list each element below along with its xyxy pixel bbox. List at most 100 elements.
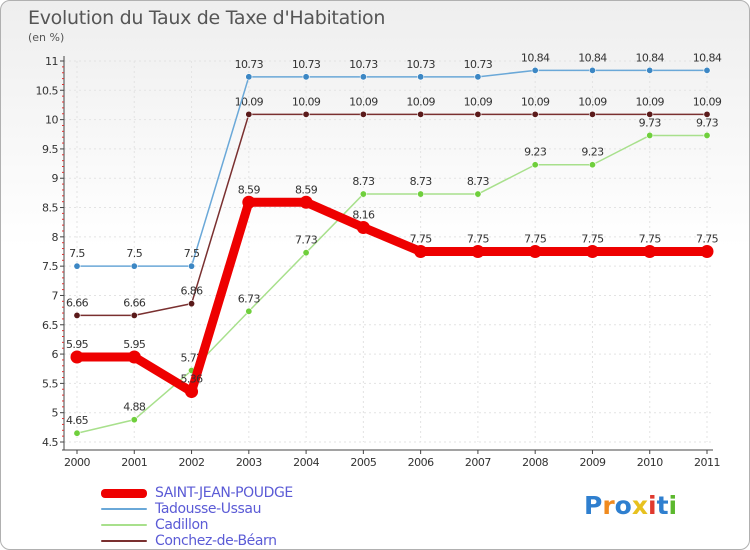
series-line bbox=[72, 197, 712, 397]
data-label: 7.5 bbox=[69, 247, 85, 260]
data-point bbox=[299, 195, 313, 209]
data-point bbox=[359, 73, 367, 81]
data-label: 8.73 bbox=[410, 175, 433, 188]
chart-legend: SAINT-JEAN-POUDGE Tadousse-Ussau Cadillo… bbox=[101, 485, 293, 549]
data-label: 10.09 bbox=[693, 95, 722, 108]
data-label: 4.65 bbox=[66, 414, 89, 427]
data-point bbox=[703, 131, 711, 139]
data-point bbox=[245, 73, 253, 81]
legend-item: Conchez-de-Béarn bbox=[101, 533, 293, 549]
data-point bbox=[703, 110, 711, 118]
data-label: 8.59 bbox=[238, 183, 261, 196]
data-label: 6.73 bbox=[238, 292, 261, 305]
x-tick-label: 2008 bbox=[522, 456, 548, 469]
data-label: 10.73 bbox=[235, 58, 264, 71]
data-label: 7.73 bbox=[295, 234, 318, 247]
data-point bbox=[585, 245, 599, 258]
data-point bbox=[73, 311, 81, 319]
chart-subtitle: (en %) bbox=[28, 31, 65, 44]
data-point bbox=[130, 262, 138, 270]
logo-letter: o bbox=[614, 491, 632, 520]
chart-title: Evolution du Taux de Taxe d'Habitation bbox=[28, 7, 386, 29]
data-point bbox=[646, 66, 654, 74]
data-point bbox=[531, 161, 539, 169]
data-label: 10.73 bbox=[406, 58, 435, 71]
x-tick-label: 2009 bbox=[579, 456, 605, 469]
series-line bbox=[76, 113, 708, 317]
data-point bbox=[245, 307, 253, 315]
data-point bbox=[185, 385, 199, 399]
data-point bbox=[474, 73, 482, 81]
data-point bbox=[188, 262, 196, 270]
data-label: 10.73 bbox=[292, 58, 321, 71]
y-tick-label: 9.5 bbox=[42, 143, 58, 156]
data-label: 10.09 bbox=[521, 95, 550, 108]
x-tick-label: 2006 bbox=[408, 456, 434, 469]
legend-label: SAINT-JEAN-POUDGE bbox=[155, 485, 293, 501]
data-label: 9.73 bbox=[696, 116, 719, 129]
data-point bbox=[242, 195, 256, 209]
data-label: 8.59 bbox=[295, 183, 318, 196]
data-point bbox=[646, 131, 654, 139]
data-label: 4.88 bbox=[123, 401, 146, 414]
data-label: 10.09 bbox=[349, 95, 378, 108]
legend-swatch-saint-jean-poudge bbox=[101, 488, 147, 498]
logo-letter: r bbox=[602, 491, 615, 520]
data-label: 6.66 bbox=[66, 296, 89, 309]
data-point bbox=[531, 110, 539, 118]
legend-swatch-tadousse-ussau bbox=[101, 508, 147, 510]
data-label: 6.66 bbox=[123, 296, 146, 309]
data-point bbox=[588, 66, 596, 74]
logo-letter: i bbox=[648, 491, 657, 520]
data-label: 10.84 bbox=[578, 51, 607, 64]
data-label: 10.84 bbox=[635, 51, 664, 64]
x-tick-label: 2005 bbox=[350, 456, 376, 469]
data-point bbox=[471, 245, 485, 258]
data-label: 10.09 bbox=[292, 95, 321, 108]
data-label: 7.75 bbox=[639, 233, 662, 246]
data-point bbox=[700, 245, 714, 258]
data-label: 10.73 bbox=[349, 58, 378, 71]
y-tick-label: 4.5 bbox=[42, 436, 58, 449]
data-point bbox=[188, 300, 196, 308]
data-label: 10.09 bbox=[235, 95, 264, 108]
y-tick-label: 10.5 bbox=[36, 84, 59, 97]
data-point bbox=[417, 110, 425, 118]
data-point bbox=[643, 245, 657, 258]
data-label: 5.36 bbox=[180, 373, 203, 386]
data-point bbox=[73, 429, 81, 437]
y-tick-label: 7.5 bbox=[42, 260, 58, 273]
data-point bbox=[531, 66, 539, 74]
data-point bbox=[646, 110, 654, 118]
y-tick-label: 5 bbox=[52, 407, 59, 420]
data-label: 10.84 bbox=[693, 51, 722, 64]
data-label: 10.09 bbox=[635, 95, 664, 108]
data-label: 7.75 bbox=[581, 233, 604, 246]
y-tick-label: 11 bbox=[45, 55, 58, 68]
logo-letter: t bbox=[656, 491, 669, 520]
x-tick-label: 2010 bbox=[637, 456, 663, 469]
data-label: 5.95 bbox=[123, 338, 146, 351]
y-tick-label: 9 bbox=[52, 172, 59, 185]
data-label: 7.75 bbox=[524, 233, 547, 246]
x-tick-label: 2002 bbox=[179, 456, 205, 469]
legend-label: Conchez-de-Béarn bbox=[155, 533, 277, 549]
data-point bbox=[474, 110, 482, 118]
legend-label: Tadousse-Ussau bbox=[155, 501, 262, 517]
legend-item: Tadousse-Ussau bbox=[101, 501, 293, 517]
data-point bbox=[417, 73, 425, 81]
legend-item: Cadillon bbox=[101, 517, 293, 533]
data-point bbox=[302, 249, 310, 257]
data-point bbox=[127, 350, 141, 364]
logo-letter: i bbox=[668, 491, 678, 520]
data-label: 6.86 bbox=[180, 285, 203, 298]
legend-swatch-cadillon bbox=[101, 524, 147, 526]
data-point bbox=[588, 161, 596, 169]
y-tick-label: 6 bbox=[52, 348, 59, 361]
data-point bbox=[130, 311, 138, 319]
data-label: 5.95 bbox=[66, 338, 89, 351]
data-label: 7.75 bbox=[467, 233, 490, 246]
data-label: 10.09 bbox=[578, 95, 607, 108]
